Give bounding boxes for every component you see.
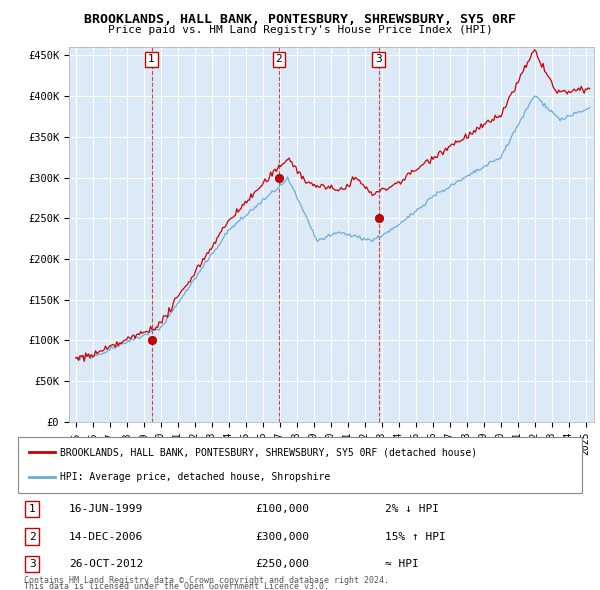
Text: 1: 1 xyxy=(148,54,155,64)
Text: Price paid vs. HM Land Registry's House Price Index (HPI): Price paid vs. HM Land Registry's House … xyxy=(107,25,493,35)
Text: BROOKLANDS, HALL BANK, PONTESBURY, SHREWSBURY, SY5 0RF: BROOKLANDS, HALL BANK, PONTESBURY, SHREW… xyxy=(84,13,516,26)
Text: 2: 2 xyxy=(29,532,35,542)
Text: 16-JUN-1999: 16-JUN-1999 xyxy=(69,504,143,514)
Text: 1: 1 xyxy=(29,504,35,514)
Text: ≈ HPI: ≈ HPI xyxy=(385,559,418,569)
Text: £100,000: £100,000 xyxy=(255,504,309,514)
Text: 2% ↓ HPI: 2% ↓ HPI xyxy=(385,504,439,514)
FancyBboxPatch shape xyxy=(18,437,582,493)
Text: 3: 3 xyxy=(29,559,35,569)
Text: 3: 3 xyxy=(375,54,382,64)
Text: £250,000: £250,000 xyxy=(255,559,309,569)
Text: 14-DEC-2006: 14-DEC-2006 xyxy=(69,532,143,542)
Text: 26-OCT-2012: 26-OCT-2012 xyxy=(69,559,143,569)
Text: £300,000: £300,000 xyxy=(255,532,309,542)
Text: This data is licensed under the Open Government Licence v3.0.: This data is licensed under the Open Gov… xyxy=(24,582,329,590)
Text: 2: 2 xyxy=(275,54,283,64)
Text: BROOKLANDS, HALL BANK, PONTESBURY, SHREWSBURY, SY5 0RF (detached house): BROOKLANDS, HALL BANK, PONTESBURY, SHREW… xyxy=(60,447,478,457)
Text: 15% ↑ HPI: 15% ↑ HPI xyxy=(385,532,445,542)
Text: Contains HM Land Registry data © Crown copyright and database right 2024.: Contains HM Land Registry data © Crown c… xyxy=(24,576,389,585)
Text: HPI: Average price, detached house, Shropshire: HPI: Average price, detached house, Shro… xyxy=(60,472,331,482)
